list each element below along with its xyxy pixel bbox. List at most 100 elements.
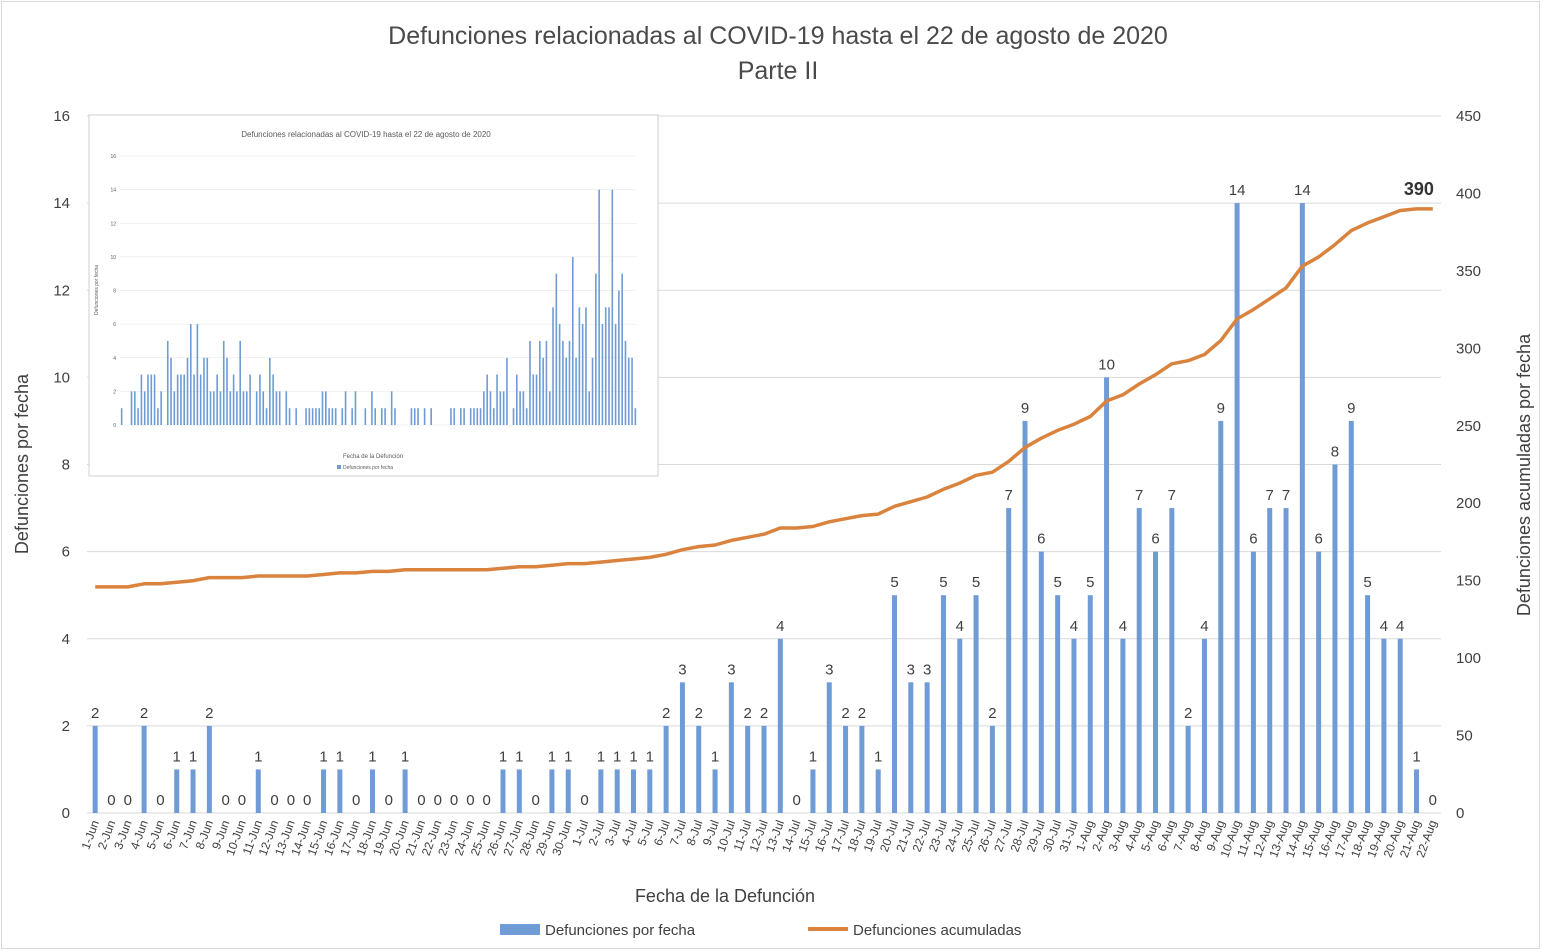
inset-bar xyxy=(236,391,238,425)
inset-bar xyxy=(506,357,508,425)
inset-bar xyxy=(555,273,558,425)
bar xyxy=(1185,725,1191,813)
inset-bar xyxy=(203,357,205,425)
inset-bar xyxy=(519,391,521,425)
inset-bar xyxy=(591,357,594,425)
bar-data-label: 2 xyxy=(140,705,148,722)
inset-y-tick-label: 4 xyxy=(113,356,116,362)
bar-data-label: 1 xyxy=(1412,748,1420,765)
inset-bar xyxy=(189,324,192,425)
chart-title: Defunciones relacionadas al COVID-19 has… xyxy=(388,22,1168,50)
inset-bar xyxy=(614,324,617,425)
bar xyxy=(1250,551,1256,813)
inset-bar xyxy=(588,391,591,425)
inset-bar xyxy=(562,340,564,425)
bar-data-label: 3 xyxy=(727,661,735,678)
inset-bar xyxy=(545,340,548,425)
bar-data-label: 6 xyxy=(1314,531,1322,548)
bar xyxy=(1348,420,1354,813)
bar-data-label: 0 xyxy=(107,792,115,809)
bar-data-label: 10 xyxy=(1098,356,1115,373)
bar-data-label: 0 xyxy=(124,792,132,809)
bar xyxy=(1267,508,1273,813)
bar xyxy=(598,769,604,813)
inset-bar xyxy=(604,307,607,425)
bar-data-label: 1 xyxy=(254,748,262,765)
inset-bar xyxy=(295,408,297,425)
bar xyxy=(1332,464,1338,813)
bar xyxy=(892,595,898,813)
inset-bar xyxy=(532,374,535,425)
inset-bar xyxy=(522,391,525,425)
bar xyxy=(1055,595,1061,813)
inset-bar xyxy=(315,408,317,425)
inset-bar xyxy=(180,374,182,425)
inset-bar xyxy=(166,340,169,425)
bar xyxy=(630,769,636,813)
inset-bar xyxy=(341,408,344,425)
y-right-tick-label: 0 xyxy=(1456,805,1464,822)
bar-data-label: 4 xyxy=(1070,618,1078,635)
bar xyxy=(647,769,653,813)
bar-data-label: 2 xyxy=(662,705,670,722)
inset-bar xyxy=(621,273,623,425)
bar xyxy=(1071,638,1077,813)
inset-bar xyxy=(275,391,278,425)
bar-data-label: 2 xyxy=(760,705,768,722)
inset-bar xyxy=(558,324,561,425)
inset-bar xyxy=(565,357,568,425)
bar xyxy=(92,725,98,813)
bar-data-label: 1 xyxy=(499,748,507,765)
bar-data-label: 4 xyxy=(776,618,784,635)
bar xyxy=(1006,508,1012,813)
inset-bar xyxy=(120,408,123,425)
inset-bar xyxy=(516,374,518,425)
y-left-tick-label: 8 xyxy=(62,457,70,474)
inset-bar xyxy=(417,408,419,425)
bar xyxy=(1365,595,1371,813)
inset-bar xyxy=(578,307,581,425)
bar xyxy=(1234,203,1240,813)
inset-bar xyxy=(489,391,492,425)
bar-data-label: 4 xyxy=(1200,618,1208,635)
inset-bar xyxy=(539,340,541,425)
bar-data-label: 1 xyxy=(597,748,605,765)
inset-bar xyxy=(278,391,281,425)
bar-data-label: 7 xyxy=(1266,487,1274,504)
bar xyxy=(206,725,212,813)
inset-y-tick-label: 12 xyxy=(110,221,116,227)
inset-bar xyxy=(318,408,321,425)
inset-bar xyxy=(473,408,475,425)
bar-data-label: 0 xyxy=(466,792,474,809)
y-left-tick-label: 14 xyxy=(53,195,70,212)
inset-bar xyxy=(476,408,479,425)
inset-bar xyxy=(288,408,291,425)
bar xyxy=(1201,638,1207,813)
bar-data-label: 2 xyxy=(744,705,752,722)
y-right-tick-label: 200 xyxy=(1456,495,1481,512)
inset-bar xyxy=(219,391,222,425)
bar xyxy=(1316,551,1322,813)
bar-data-label: 1 xyxy=(548,748,556,765)
inset-bar xyxy=(568,340,571,425)
inset-bar xyxy=(496,374,498,425)
y-left-tick-label: 4 xyxy=(62,631,70,648)
inset-bar xyxy=(209,391,212,425)
inset-bar xyxy=(430,408,432,425)
y-left-tick-label: 10 xyxy=(53,369,70,386)
bar-data-label: 0 xyxy=(1429,792,1437,809)
bar xyxy=(777,638,783,813)
bar-data-label: 14 xyxy=(1229,182,1246,199)
bar-data-label: 4 xyxy=(956,618,964,635)
bar-data-label: 1 xyxy=(515,748,523,765)
inset-bar xyxy=(499,391,502,425)
bar xyxy=(1087,595,1093,813)
inset-y-tick-label: 14 xyxy=(110,188,116,194)
inset-bar xyxy=(143,391,146,425)
bar xyxy=(1169,508,1175,813)
inset-bar xyxy=(492,408,495,425)
bar-data-label: 6 xyxy=(1249,531,1257,548)
bar xyxy=(859,725,865,813)
inset-bar xyxy=(525,408,528,425)
